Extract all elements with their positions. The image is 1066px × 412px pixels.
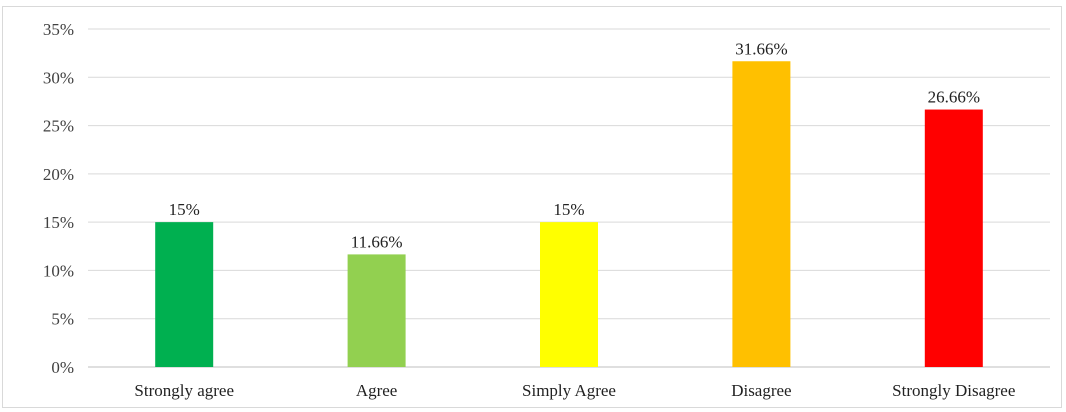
y-tick-label: 35% (43, 20, 74, 39)
gridlines (88, 28, 1050, 368)
data-labels: 15% 11.66% 15% 31.66% 26.66% (169, 39, 980, 251)
data-label: 15% (553, 200, 584, 219)
y-tick-label: 10% (43, 261, 74, 280)
y-tick-label: 25% (43, 117, 74, 136)
category-label: Agree (356, 381, 398, 400)
y-tick-label: 15% (43, 213, 74, 232)
category-label: Simply Agree (522, 381, 616, 400)
category-label: Strongly agree (134, 381, 234, 400)
data-label: 15% (169, 200, 200, 219)
bar-agree (347, 254, 406, 367)
category-label: Strongly Disagree (892, 381, 1015, 400)
data-label: 31.66% (735, 39, 787, 58)
data-label: 11.66% (351, 232, 403, 251)
y-tick-label: 30% (43, 68, 74, 87)
bar-strongly-disagree (924, 109, 983, 367)
bars (155, 61, 983, 368)
y-tick-label: 20% (43, 165, 74, 184)
category-labels: Strongly agree Agree Simply Agree Disagree S… (134, 381, 1015, 400)
y-tick-label: 5% (51, 310, 74, 329)
category-label: Disagree (731, 381, 791, 400)
bar-simply-agree (540, 222, 598, 367)
bar-strongly-agree (155, 222, 214, 367)
data-label: 26.66% (928, 88, 980, 107)
y-tick-label: 0% (51, 358, 74, 377)
y-axis-ticks: 0% 5% 10% 15% 20% 25% 30% 35% (43, 20, 74, 377)
bar-disagree (732, 61, 791, 368)
